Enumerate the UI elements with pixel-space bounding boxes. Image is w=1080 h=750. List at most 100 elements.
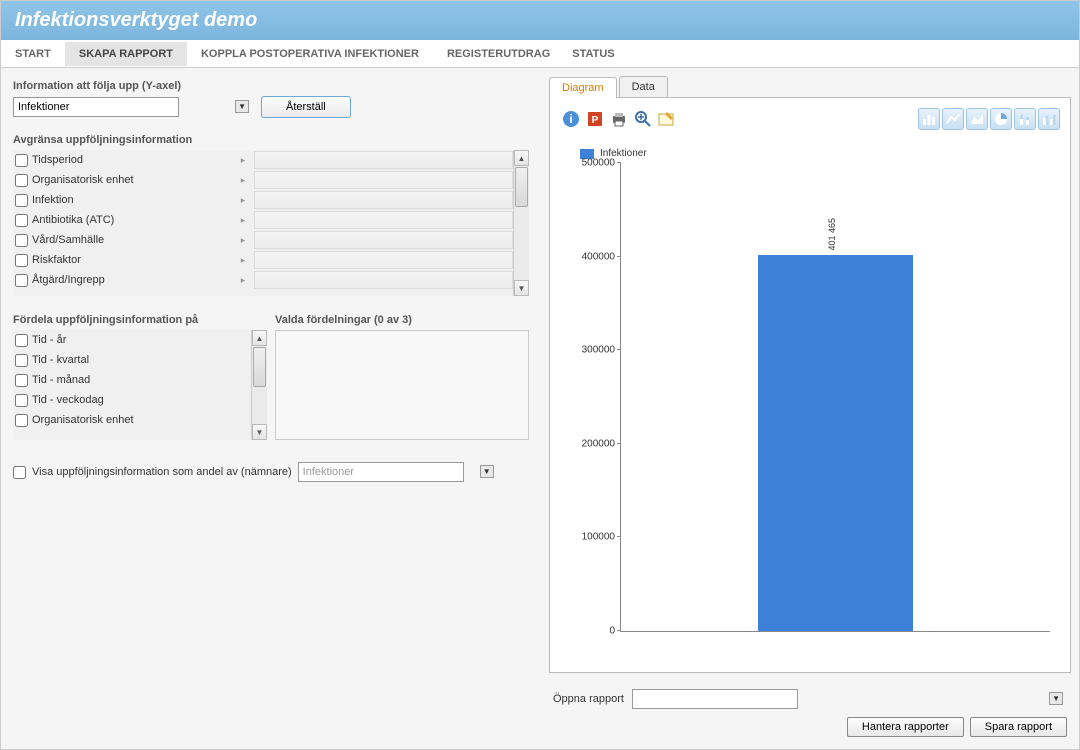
expand-icon[interactable]: ▸ (236, 255, 250, 266)
filter-value-box[interactable] (254, 251, 513, 269)
distribute-left-label: Fördela uppföljningsinformation på (13, 314, 267, 326)
filter-checkbox[interactable] (15, 234, 28, 247)
chart-tab-data[interactable]: Data (619, 76, 668, 97)
share-checkbox[interactable] (13, 466, 26, 479)
distribute-scrollbar[interactable]: ▲ ▼ (251, 330, 267, 440)
filter-row: Antibiotika (ATC)▸ (13, 210, 529, 230)
distribute-checkbox[interactable] (15, 374, 28, 387)
chart-plot: 401 465 0100000200000300000400000500000 (620, 163, 1050, 632)
stacked-bar-icon[interactable] (1014, 108, 1036, 130)
filter-row: Riskfaktor ▸ (13, 250, 529, 270)
line-chart-icon[interactable] (942, 108, 964, 130)
right-panel: Diagram Data i P (541, 68, 1079, 749)
tab-koppla[interactable]: KOPPLA POSTOPERATIVA INFEKTIONER (187, 42, 433, 66)
scroll-track[interactable] (514, 166, 529, 280)
share-dropdown-wrap (298, 462, 498, 482)
scroll-up-icon[interactable]: ▲ (514, 150, 529, 166)
scroll-thumb[interactable] (515, 167, 528, 207)
filter-value-box[interactable] (254, 231, 513, 249)
filter-checkbox[interactable] (15, 194, 28, 207)
tab-skapa-rapport[interactable]: SKAPA RAPPORT (65, 42, 187, 66)
yaxis-section: Information att följa upp (Y-axel) Åters… (13, 80, 529, 118)
app-window: Infektionsverktyget demo START SKAPA RAP… (0, 0, 1080, 750)
expand-icon[interactable]: ▸ (236, 155, 250, 166)
distribute-label: Tid - år (32, 334, 66, 346)
chart-tab-diagram[interactable]: Diagram (549, 77, 617, 98)
chart-tabs: Diagram Data (549, 76, 1071, 98)
y-tick-label: 0 (567, 626, 615, 637)
chart-bar-label: 401 465 (827, 218, 837, 251)
filter-value-box[interactable] (254, 191, 513, 209)
info-icon[interactable]: i (560, 108, 582, 130)
filter-value-box[interactable] (254, 271, 513, 289)
selected-distributions-box (275, 330, 529, 440)
tab-status[interactable]: STATUS (564, 40, 1069, 68)
distribute-checkbox[interactable] (15, 334, 28, 347)
bar-chart-icon[interactable] (918, 108, 940, 130)
bottom-controls: Öppna rapport Hantera rapporter Spara ra… (549, 685, 1071, 741)
distribute-row: Tid - kvartal (13, 350, 267, 370)
grouped-bar-icon[interactable] (1038, 108, 1060, 130)
distribute-right: Valda fördelningar (0 av 3) (275, 314, 529, 440)
app-header: Infektionsverktyget demo (1, 1, 1079, 40)
save-report-button[interactable]: Spara rapport (970, 717, 1067, 737)
filter-row: Åtgärd/Ingrepp ▸ (13, 270, 529, 290)
open-report-label: Öppna rapport (553, 693, 624, 705)
print-icon[interactable] (608, 108, 630, 130)
expand-icon[interactable]: ▸ (236, 215, 250, 226)
expand-icon[interactable]: ▸ (236, 235, 250, 246)
reset-button[interactable]: Återställ (261, 96, 351, 118)
y-tick-label: 400000 (567, 251, 615, 262)
tab-start[interactable]: START (1, 42, 65, 66)
distribute-checkbox[interactable] (15, 414, 28, 427)
filter-checkbox[interactable] (15, 254, 28, 267)
powerpoint-icon[interactable]: P (584, 108, 606, 130)
filter-value-box[interactable] (254, 151, 513, 169)
yaxis-dropdown[interactable] (13, 97, 179, 117)
expand-icon[interactable]: ▸ (236, 275, 250, 286)
yaxis-dropdown-wrap (13, 97, 253, 117)
filter-section-label: Avgränsa uppföljningsinformation (13, 134, 529, 146)
scroll-up-icon[interactable]: ▲ (252, 330, 267, 346)
zoom-icon[interactable] (632, 108, 654, 130)
filter-section: Avgränsa uppföljningsinformation Tidsper… (13, 134, 529, 296)
distribute-left: Fördela uppföljningsinformation på Tid -… (13, 314, 267, 440)
distribute-row: Organisatorisk enhet (13, 410, 267, 430)
filter-checkbox[interactable] (15, 154, 28, 167)
edit-icon[interactable] (656, 108, 678, 130)
open-report-row: Öppna rapport (553, 689, 1067, 709)
scroll-down-icon[interactable]: ▼ (514, 280, 529, 296)
area-chart-icon[interactable] (966, 108, 988, 130)
distribute-checkbox[interactable] (15, 354, 28, 367)
scroll-thumb[interactable] (253, 347, 266, 387)
svg-text:P: P (592, 115, 599, 126)
scroll-track[interactable] (252, 346, 267, 424)
filter-label: Riskfaktor (32, 254, 232, 266)
distribute-label: Tid - veckodag (32, 394, 104, 406)
filter-label: Åtgärd/Ingrepp (32, 274, 232, 286)
pie-chart-icon[interactable] (990, 108, 1012, 130)
filter-checkbox[interactable] (15, 274, 28, 287)
distribute-label: Tid - månad (32, 374, 90, 386)
tab-registerutdrag[interactable]: REGISTERUTDRAG (433, 42, 564, 66)
distribute-checkbox[interactable] (15, 394, 28, 407)
manage-reports-button[interactable]: Hantera rapporter (847, 717, 964, 737)
expand-icon[interactable]: ▸ (236, 195, 250, 206)
distribute-list: Tid - år Tid - kvartal Tid - månad Tid - ve… (13, 330, 267, 440)
y-tick-label: 200000 (567, 438, 615, 449)
app-title: Infektionsverktyget demo (15, 9, 257, 31)
share-dropdown[interactable] (298, 462, 464, 482)
filter-checkbox[interactable] (15, 174, 28, 187)
open-report-dropdown[interactable] (632, 689, 798, 709)
filter-row: Tidsperiod▸ (13, 150, 529, 170)
filter-row: Infektion ▸ (13, 190, 529, 210)
scroll-down-icon[interactable]: ▼ (252, 424, 267, 440)
expand-icon[interactable]: ▸ (236, 175, 250, 186)
chart-panel: i P Infektioner (549, 98, 1071, 673)
open-report-dropdown-wrap (632, 689, 1067, 709)
filter-value-box[interactable] (254, 211, 513, 229)
filter-value-box[interactable] (254, 171, 513, 189)
filter-label: Infektion (32, 194, 232, 206)
filter-checkbox[interactable] (15, 214, 28, 227)
filter-scrollbar[interactable]: ▲ ▼ (513, 150, 529, 296)
